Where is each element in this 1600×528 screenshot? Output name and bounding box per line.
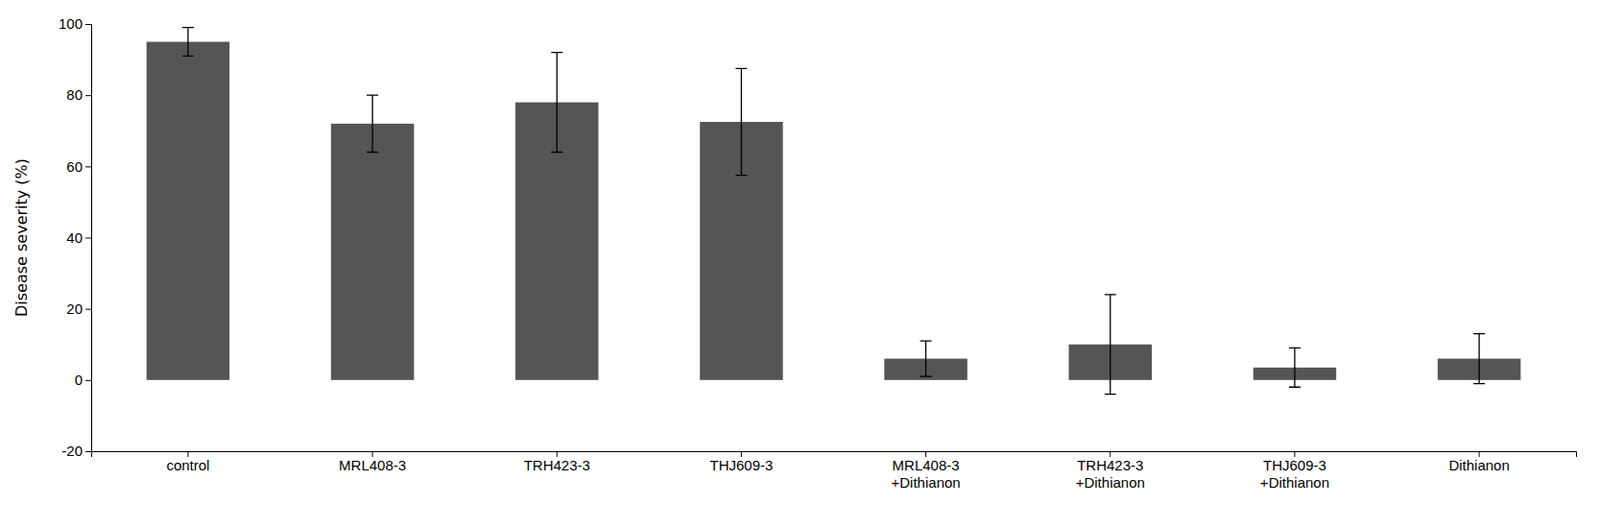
x-tick: control: [166, 451, 210, 474]
y-tick-label: 100: [58, 15, 83, 32]
bar: [146, 42, 230, 381]
error-bar: [1289, 347, 1301, 387]
y-tick-mark: [85, 95, 92, 96]
error-bar: [1473, 334, 1485, 384]
y-tick-label: 20: [66, 300, 83, 317]
y-tick-mark: [85, 309, 92, 311]
error-bar: [550, 52, 563, 153]
y-tick-label: 0: [74, 371, 83, 388]
x-tick: MRL408-3+Dithianon: [891, 451, 961, 491]
x-axis: control MRL408-3 TRH423-3 THJ609-3 MRL408-3+…: [92, 451, 1577, 491]
y-tick: -20: [61, 442, 92, 459]
x-tick-label: TRH423-3+Dithianon: [1075, 456, 1146, 491]
y-axis: -20 0 20 40 60 80 100: [58, 15, 93, 459]
x-tick: MRL408-3: [338, 451, 406, 474]
y-tick: 60: [66, 158, 92, 175]
plot-area: -20 0 20 40 60 80 100 control MRL408-3 TRH423-3 TH…: [58, 15, 1577, 490]
error-bar: [735, 68, 747, 175]
y-tick: 100: [58, 15, 92, 32]
y-tick-label: -20: [61, 442, 83, 459]
y-tick-label: 60: [66, 158, 83, 175]
y-tick-mark: [85, 166, 92, 168]
x-axis-line: [92, 452, 1577, 458]
x-tick: TRH423-3: [524, 451, 591, 474]
x-tick: THJ609-3: [709, 451, 773, 474]
x-tick-label: Dithianon: [1448, 456, 1509, 474]
y-axis-title: Disease severity (%): [12, 158, 31, 317]
y-tick-mark: [85, 451, 92, 453]
x-tick-label: TRH423-3: [524, 456, 591, 474]
x-tick: Dithianon: [1448, 451, 1509, 474]
error-bar: [920, 340, 932, 377]
chart-container: -20 0 20 40 60 80 100 control MRL408-3 TRH423-3 TH…: [0, 0, 1600, 528]
x-tick-label: THJ609-3+Dithianon: [1260, 456, 1330, 491]
y-tick-label: 80: [66, 86, 83, 103]
x-tick-label: control: [166, 456, 210, 474]
y-tick-mark: [85, 380, 92, 382]
error-bar: [1104, 294, 1117, 395]
y-tick-mark: [85, 23, 92, 25]
y-tick-label: 40: [66, 229, 83, 246]
x-tick: TRH423-3+Dithianon: [1075, 451, 1146, 491]
error-bar: [182, 27, 194, 57]
x-tick-label: MRL408-3+Dithianon: [891, 456, 961, 491]
y-tick-mark: [85, 238, 92, 239]
x-tick-label: MRL408-3: [338, 456, 406, 474]
error-bar: [366, 95, 379, 152]
y-tick: 80: [66, 86, 92, 103]
y-tick: 20: [66, 300, 92, 317]
y-axis-line: [85, 24, 93, 453]
chart-svg: -20 0 20 40 60 80 100 control MRL408-3 TRH423-3 TH…: [0, 0, 1600, 528]
bar: [331, 123, 414, 381]
x-tick: THJ609-3+Dithianon: [1260, 451, 1330, 491]
y-tick: 0: [74, 371, 92, 388]
y-tick: 40: [66, 229, 92, 246]
x-tick-label: THJ609-3: [709, 456, 773, 474]
marks: [146, 27, 1522, 395]
